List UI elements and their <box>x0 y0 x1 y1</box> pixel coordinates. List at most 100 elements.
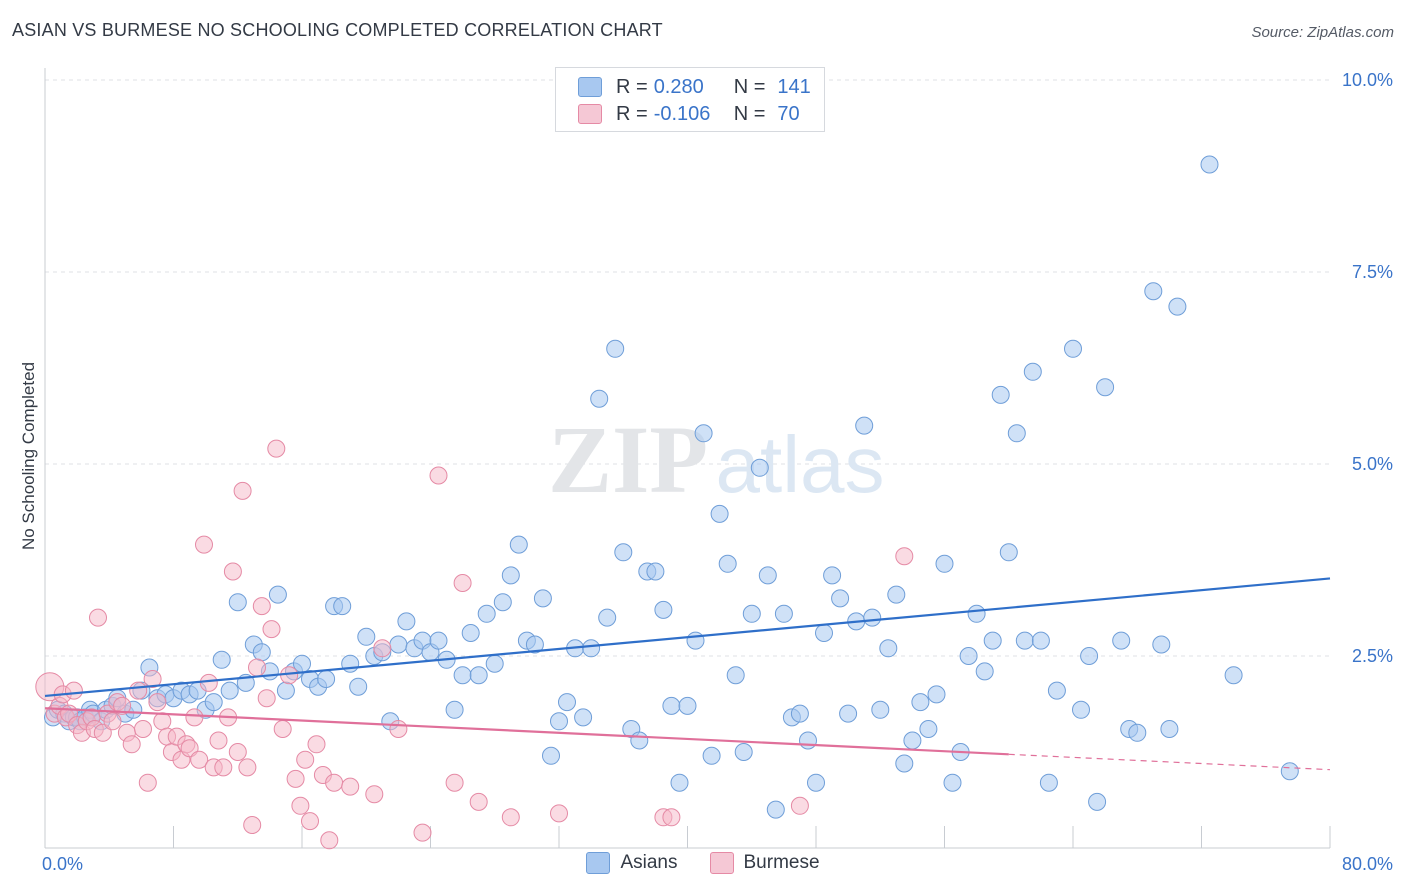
asian-point <box>445 700 464 719</box>
legend-item-asians: Asians <box>586 852 678 874</box>
asian-point <box>582 639 601 658</box>
burmese-point <box>257 689 276 708</box>
burmese-point <box>153 712 172 731</box>
asian-point <box>943 773 962 792</box>
watermark-zip: ZIP <box>548 406 708 513</box>
series-legend: Asians Burmese <box>0 852 1406 874</box>
asian-point <box>525 635 544 654</box>
burmese-point <box>662 808 681 827</box>
burmese-points <box>35 439 914 850</box>
burmese-point <box>790 796 809 815</box>
asian-point <box>228 593 247 612</box>
asian-point <box>807 773 825 792</box>
asian-point <box>646 562 665 581</box>
asian-point <box>750 458 769 477</box>
burmese-point <box>190 750 209 769</box>
asian-point <box>815 624 833 642</box>
asian-point <box>662 696 681 715</box>
asian-point <box>1168 297 1187 316</box>
burmese-point <box>148 693 167 712</box>
asian-point <box>477 604 496 623</box>
burmese-point <box>243 816 262 834</box>
burmese-point <box>89 608 107 627</box>
asian-point <box>558 693 576 712</box>
asian-point <box>1080 647 1099 665</box>
asian-point <box>614 543 633 562</box>
asian-point <box>509 535 528 554</box>
y-tick-label: 7.5% <box>1352 262 1393 282</box>
asian-point <box>686 631 705 650</box>
asian-point <box>766 800 785 819</box>
asian-point <box>349 677 368 696</box>
burmese-point <box>93 723 112 742</box>
asian-point <box>975 662 994 681</box>
asian-point <box>397 612 416 631</box>
stats-legend: R = 0.280 N = 141 R = -0.106 N = 70 <box>555 67 825 132</box>
tick-labels: 2.5% 5.0% 7.5% 10.0% 0.0% 80.0% <box>42 70 1393 874</box>
asian-point <box>1128 723 1147 742</box>
asian-point <box>694 424 713 443</box>
asian-trend-line <box>44 577 1331 698</box>
asian-point <box>734 743 753 761</box>
burmese-point <box>307 735 326 754</box>
asian-point <box>493 593 512 612</box>
r-label: R = <box>616 102 648 125</box>
burmese-point <box>248 658 266 677</box>
n-value: 141 <box>777 75 811 98</box>
asian-point <box>469 666 488 685</box>
asian-point <box>485 654 504 673</box>
asian-point <box>1015 631 1034 650</box>
asian-point <box>1152 635 1171 654</box>
burmese-point <box>301 812 319 831</box>
asian-point <box>879 639 898 658</box>
burmese-point <box>122 735 141 754</box>
asian-point <box>991 385 1010 404</box>
burmese-point <box>445 773 464 792</box>
asian-point <box>1047 681 1066 700</box>
asian-point <box>1160 720 1179 738</box>
asian-point <box>927 685 946 704</box>
asian-point <box>654 600 673 619</box>
burmese-point <box>233 481 252 500</box>
asian-point <box>252 643 271 662</box>
burmese-point <box>214 758 233 777</box>
asian-point <box>598 608 617 627</box>
asian-point <box>1064 339 1082 358</box>
legend-row-burmese: R = -0.106 N = 70 <box>578 101 800 127</box>
asian-point <box>678 696 697 715</box>
asian-point <box>919 720 938 738</box>
burmese-point <box>180 739 199 758</box>
asian-point <box>871 700 890 719</box>
r-value: 0.280 <box>653 75 704 98</box>
burmese-point <box>195 535 213 554</box>
burmese-point <box>325 773 344 792</box>
asian-point <box>429 631 448 650</box>
asian-point <box>317 670 336 688</box>
burmese-point <box>550 804 568 823</box>
asian-point <box>959 647 978 665</box>
burmese-point <box>895 547 914 566</box>
burmese-point <box>320 831 339 850</box>
asian-point <box>895 754 914 773</box>
burmese-point <box>296 750 315 769</box>
asian-point <box>389 635 408 654</box>
legend-label-asians: Asians <box>620 852 678 873</box>
burmese-point <box>273 720 292 738</box>
asian-point <box>1088 792 1107 811</box>
trend-lines <box>44 577 1331 771</box>
asian-point <box>1072 700 1090 719</box>
y-tick-label: 2.5% <box>1352 646 1393 666</box>
asian-point <box>461 624 480 642</box>
asian-point <box>758 566 777 585</box>
asian-point <box>533 589 552 608</box>
asian-point <box>1039 773 1058 792</box>
n-value: 70 <box>777 102 800 125</box>
burmese-point <box>238 758 257 777</box>
asian-point <box>702 746 721 765</box>
asian-point <box>357 627 376 646</box>
burmese-point <box>501 808 520 827</box>
legend-row-asians: R = 0.280 N = 141 <box>578 74 811 100</box>
burmese-point <box>365 785 384 804</box>
burmese-point <box>138 773 157 792</box>
